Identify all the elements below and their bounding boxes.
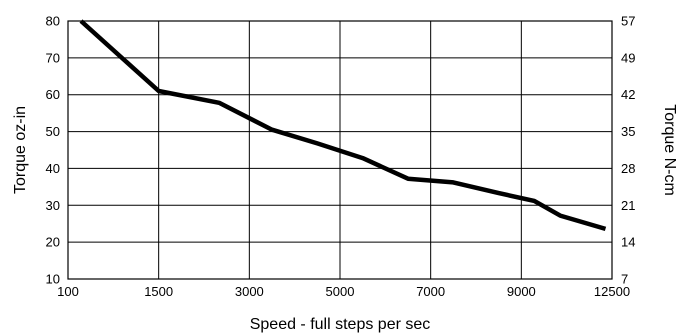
y-tick-label: 20	[46, 235, 60, 250]
y-right-tick-label: 14	[621, 235, 635, 250]
x-tick-label: 7000	[416, 284, 445, 299]
y-right-tick-label: 28	[621, 161, 635, 176]
x-axis-title: Speed - full steps per sec	[250, 316, 431, 333]
y-right-tick-label: 21	[621, 198, 635, 213]
y-right-tick-label: 42	[621, 87, 635, 102]
y-tick-label: 60	[46, 87, 60, 102]
y-tick-labels: 10 20 30 40 50 60 70 80	[46, 14, 60, 287]
x-tick-label: 3000	[235, 284, 264, 299]
y-axis-title: Torque oz-in	[12, 106, 29, 194]
y-right-tick-label: 57	[621, 14, 635, 29]
x-tick-label: 1500	[144, 284, 173, 299]
y-tick-label: 50	[46, 124, 60, 139]
y-right-tick-label: 35	[621, 124, 635, 139]
y-tick-label: 10	[46, 272, 60, 287]
x-tick-label: 100	[57, 284, 79, 299]
y-right-tick-labels: 7 14 21 28 35 42 49 57	[621, 14, 635, 287]
y-tick-label: 80	[46, 14, 60, 29]
x-tick-label: 12500	[594, 284, 630, 299]
x-tick-label: 5000	[326, 284, 355, 299]
y-right-tick-label: 49	[621, 50, 635, 65]
x-tick-labels: 100 1500 3000 5000 7000 9000 12500	[57, 284, 630, 299]
y-tick-label: 70	[46, 50, 60, 65]
series-layer	[79, 19, 607, 232]
y-right-axis-title: Torque N-cm	[661, 104, 678, 196]
plot-frame	[67, 20, 613, 280]
y-tick-label: 30	[46, 198, 60, 213]
y-right-tick-label: 7	[621, 272, 628, 287]
torque-curve-line	[79, 19, 607, 232]
x-tick-label: 9000	[507, 284, 536, 299]
y-tick-label: 40	[46, 161, 60, 176]
grid	[67, 20, 613, 280]
